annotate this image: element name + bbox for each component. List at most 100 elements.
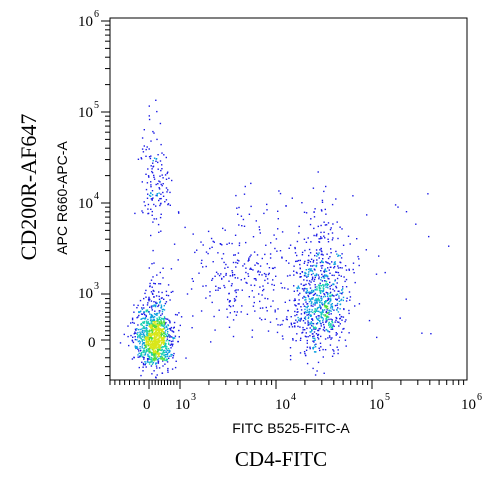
event-dot (312, 289, 315, 292)
event-dot (153, 316, 156, 318)
event-dot (165, 326, 168, 328)
event-dot (150, 347, 153, 349)
event-dot (319, 282, 321, 285)
event-dot (144, 361, 146, 363)
event-dot (310, 323, 312, 325)
event-dot (155, 376, 157, 378)
event-dot (147, 298, 150, 301)
event-dot (144, 338, 147, 340)
event-dot (338, 321, 340, 323)
event-dot (415, 223, 417, 225)
event-dot (321, 250, 323, 253)
event-dot (321, 298, 323, 300)
event-dot (163, 309, 166, 311)
event-dot (145, 289, 147, 292)
event-dot (151, 307, 153, 309)
event-dot (157, 332, 159, 334)
event-dot (153, 335, 156, 338)
event-dot (293, 265, 295, 267)
event-dot (309, 291, 312, 293)
event-dot (320, 325, 322, 327)
event-dot (162, 349, 165, 352)
event-dot (158, 347, 161, 349)
event-dot (144, 354, 147, 356)
event-dot (150, 320, 153, 323)
event-dot (140, 310, 142, 312)
event-dot (254, 264, 256, 266)
event-dot (224, 286, 226, 289)
event-dot (339, 323, 341, 325)
event-dot (154, 328, 156, 330)
event-dot (306, 290, 308, 292)
event-dot (316, 370, 318, 372)
event-dot (336, 221, 338, 223)
event-dot (288, 262, 290, 264)
event-dot (336, 271, 338, 273)
event-dot (161, 341, 164, 344)
event-dot (317, 336, 319, 339)
event-dot (306, 362, 309, 365)
event-dot (253, 296, 255, 298)
event-dot (171, 330, 173, 332)
event-dot (149, 319, 152, 322)
event-dot (346, 297, 348, 299)
event-dot (249, 268, 251, 270)
event-dot (149, 306, 151, 308)
event-dot (319, 289, 322, 292)
event-dot (339, 303, 341, 306)
event-dot (242, 265, 244, 267)
event-dot (343, 276, 345, 278)
event-dot (177, 211, 180, 213)
event-dot (281, 335, 284, 337)
event-dot (153, 313, 156, 315)
event-dot (315, 298, 317, 300)
event-dot (300, 317, 302, 320)
event-dot (151, 353, 153, 356)
event-dot (288, 326, 291, 328)
event-dot (157, 339, 160, 341)
event-dot (135, 347, 137, 350)
event-dot (323, 287, 325, 290)
event-dot (143, 333, 145, 336)
event-dot (342, 299, 344, 302)
event-dot (305, 241, 308, 243)
event-dot (146, 333, 149, 335)
event-dot (317, 315, 319, 317)
event-dot (166, 336, 169, 338)
event-dot (223, 284, 225, 287)
event-dot (147, 338, 149, 340)
event-dot (155, 351, 157, 354)
event-dot (223, 276, 225, 278)
event-dot (157, 361, 159, 363)
event-dot (254, 278, 257, 280)
event-dot (147, 348, 149, 350)
event-dot (158, 295, 160, 298)
event-dot (145, 315, 147, 318)
event-dot (321, 280, 324, 282)
event-dot (300, 337, 302, 339)
event-dot (301, 202, 303, 204)
event-dot (164, 359, 166, 362)
event-dot (147, 208, 149, 210)
event-dot (305, 296, 307, 299)
event-dot (305, 269, 307, 271)
event-dot (157, 322, 159, 324)
event-dot (299, 267, 301, 270)
event-dot (277, 210, 279, 212)
event-dot (177, 259, 179, 261)
event-dot (165, 335, 167, 338)
event-dot (253, 301, 255, 304)
event-dot (128, 344, 130, 347)
event-dot (339, 261, 341, 263)
event-dot (137, 304, 139, 307)
event-dot (159, 328, 161, 330)
y-tick-label-10000: 10 (78, 196, 93, 212)
event-dot (302, 303, 305, 305)
event-dot (325, 300, 327, 302)
event-dot (354, 305, 356, 307)
event-dot (232, 335, 235, 338)
event-dot (214, 275, 216, 277)
event-dot (358, 303, 361, 305)
event-dot (282, 319, 284, 322)
event-dot (249, 255, 251, 258)
